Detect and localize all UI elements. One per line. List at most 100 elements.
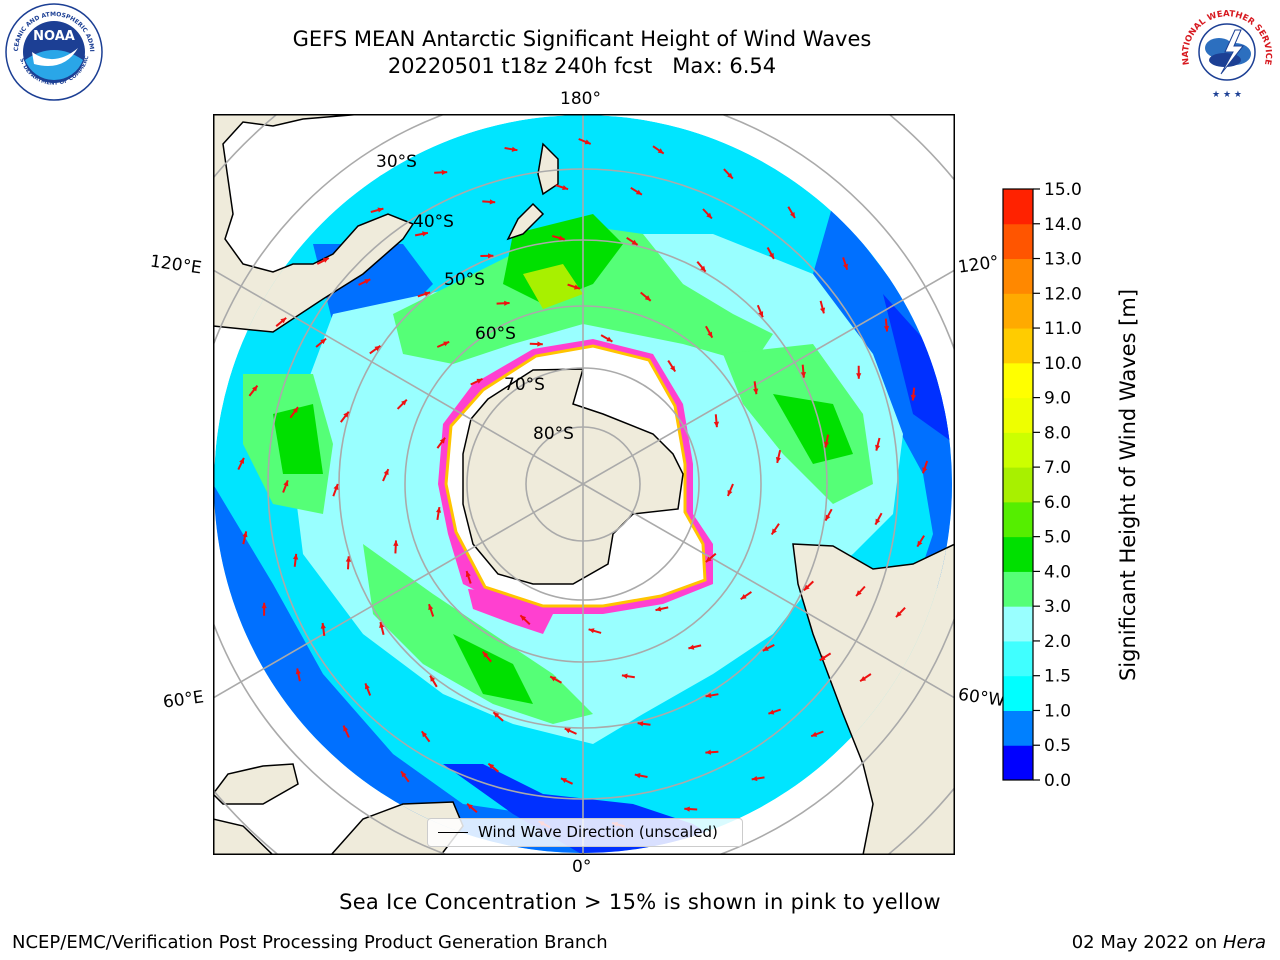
wind-arrow-head xyxy=(883,325,890,332)
africa-land xyxy=(213,763,299,805)
wind-arrow-head xyxy=(775,457,781,463)
colorbar-swatch xyxy=(1003,223,1033,260)
wind-arrow-head xyxy=(635,189,642,195)
colorbar-swatch xyxy=(1003,258,1033,294)
colorbar-swatch xyxy=(1003,675,1033,711)
colorbar-tick-label: 5.0 xyxy=(1044,528,1071,548)
wind-arrow-head xyxy=(705,556,712,562)
colorbar-swatch xyxy=(1003,501,1033,538)
wind-arrow-head xyxy=(280,317,287,324)
colorbar-swatch xyxy=(1003,745,1033,781)
wind-arrow-head xyxy=(670,365,676,372)
colorbar-swatch xyxy=(1003,293,1033,329)
colorbar-tick-label: 11.0 xyxy=(1044,319,1082,339)
wind-arrow-head xyxy=(283,480,289,487)
wind-arrow-head xyxy=(393,540,399,546)
wind-arrow-head xyxy=(574,284,580,290)
wind-arrow-head xyxy=(261,602,267,609)
colorbar-tick-label: 6.0 xyxy=(1044,493,1071,513)
graticule xyxy=(213,114,955,855)
colorbar-swatch xyxy=(1003,710,1033,746)
nws-logo-icon: NATIONAL WEATHER SERVICE ★ ★ ★ xyxy=(1177,2,1277,106)
colorbar-swatch xyxy=(1003,397,1033,433)
colorbar-swatch xyxy=(1003,362,1033,399)
wind-arrow-head xyxy=(558,235,565,241)
chart-subtitle: 20220501 t18z 240h fcst Max: 6.54 xyxy=(387,54,777,78)
wind-arrow-head xyxy=(917,540,923,547)
wind-arrow-head xyxy=(436,507,442,513)
wind-arrow-head xyxy=(511,146,518,152)
colorbar-swatch xyxy=(1003,328,1033,364)
new-zealand-land xyxy=(506,142,559,241)
wind-arrow-head xyxy=(657,148,664,154)
svg-text:★ ★ ★: ★ ★ ★ xyxy=(1212,90,1242,100)
colorbar-tick-label: 2.0 xyxy=(1044,632,1071,652)
lat-label-60s: 60°S xyxy=(475,324,516,344)
lat-label-80s: 80°S xyxy=(533,424,574,444)
wind-arrow-head xyxy=(293,553,299,560)
wind-arrow-head xyxy=(856,373,862,379)
chart-title: GEFS MEAN Antarctic Significant Height o… xyxy=(292,27,872,51)
wind-arrow-head xyxy=(644,295,651,301)
wind-arrow-head xyxy=(771,528,777,535)
wind-arrow-head xyxy=(401,399,407,406)
colorbar-swatch xyxy=(1003,606,1033,642)
wind-arrow-head xyxy=(295,668,301,675)
wind-arrow-head xyxy=(364,279,371,284)
wind-arrow-head xyxy=(706,212,712,219)
colorbar-label-text: Significant Height of Wind Waves [m] xyxy=(1116,288,1140,682)
wind-arrow-head xyxy=(320,623,326,629)
map-legend: Wind Wave Direction (unscaled) xyxy=(427,818,743,847)
wind-arrow-head xyxy=(422,231,428,237)
wind-arrow-head xyxy=(488,253,494,259)
wind-arrow-head xyxy=(753,388,759,395)
wind-arrow-head xyxy=(443,341,450,347)
wind-arrow-head xyxy=(504,300,510,306)
wind-arrow-head xyxy=(705,692,712,698)
wind-arrow-head xyxy=(762,646,769,651)
wind-arrow-head xyxy=(860,676,867,682)
wind-arrow-head xyxy=(769,252,774,259)
wind-arrow-head xyxy=(825,514,831,521)
colorbar-tick-label: 3.0 xyxy=(1044,597,1071,617)
wind-arrow-head xyxy=(320,338,327,345)
polar-map-canvas xyxy=(213,114,955,855)
wind-arrow-head xyxy=(824,441,830,448)
wind-arrow-head xyxy=(634,773,641,779)
wind-arrow-head xyxy=(740,594,747,600)
colorbar-tick-label: 14.0 xyxy=(1044,215,1082,235)
wind-arrow-head xyxy=(564,728,571,734)
wind-arrow-head xyxy=(800,372,806,378)
wind-arrow-head xyxy=(621,673,628,679)
wind-arrow-head xyxy=(875,444,881,451)
wind-arrow-head xyxy=(322,258,329,263)
wind-arrow-head xyxy=(562,185,569,190)
colorbar-swatch xyxy=(1003,189,1033,225)
wind-arrow-head xyxy=(401,771,407,778)
sea-ice-note: Sea Ice Concentration > 15% is shown in … xyxy=(339,890,941,914)
wind-arrow-head xyxy=(537,341,543,347)
wind-arrow-head xyxy=(713,421,720,428)
wind-arrow-head xyxy=(465,571,471,578)
wind-arrow-head xyxy=(374,345,381,352)
wind-arrow-head xyxy=(768,709,775,715)
wind-arrow-head xyxy=(790,212,795,218)
wind-arrow-head xyxy=(758,311,764,318)
wind-arrow-head xyxy=(439,437,446,444)
colorbar-tick-label: 13.0 xyxy=(1044,250,1082,270)
legend-label: Wind Wave Direction (unscaled) xyxy=(478,823,718,841)
wind-arrow-head xyxy=(292,407,298,413)
wind-arrow-head xyxy=(803,584,810,591)
wind-arrow-head xyxy=(910,394,916,401)
wind-arrow-head xyxy=(700,265,706,272)
colorbar-tick-label: 0.0 xyxy=(1044,771,1071,791)
lat-label-70s: 70°S xyxy=(504,375,545,395)
wind-arrow-head xyxy=(637,721,644,727)
wind-arrow-head xyxy=(333,484,339,490)
footer-credit: NCEP/EMC/Verification Post Processing Pr… xyxy=(12,932,608,953)
wind-arrow-head xyxy=(707,331,713,338)
legend-line-swatch xyxy=(438,832,468,833)
wind-arrow-head xyxy=(727,172,733,179)
wind-arrow-head xyxy=(424,291,431,297)
wind-arrow-head xyxy=(843,263,848,270)
